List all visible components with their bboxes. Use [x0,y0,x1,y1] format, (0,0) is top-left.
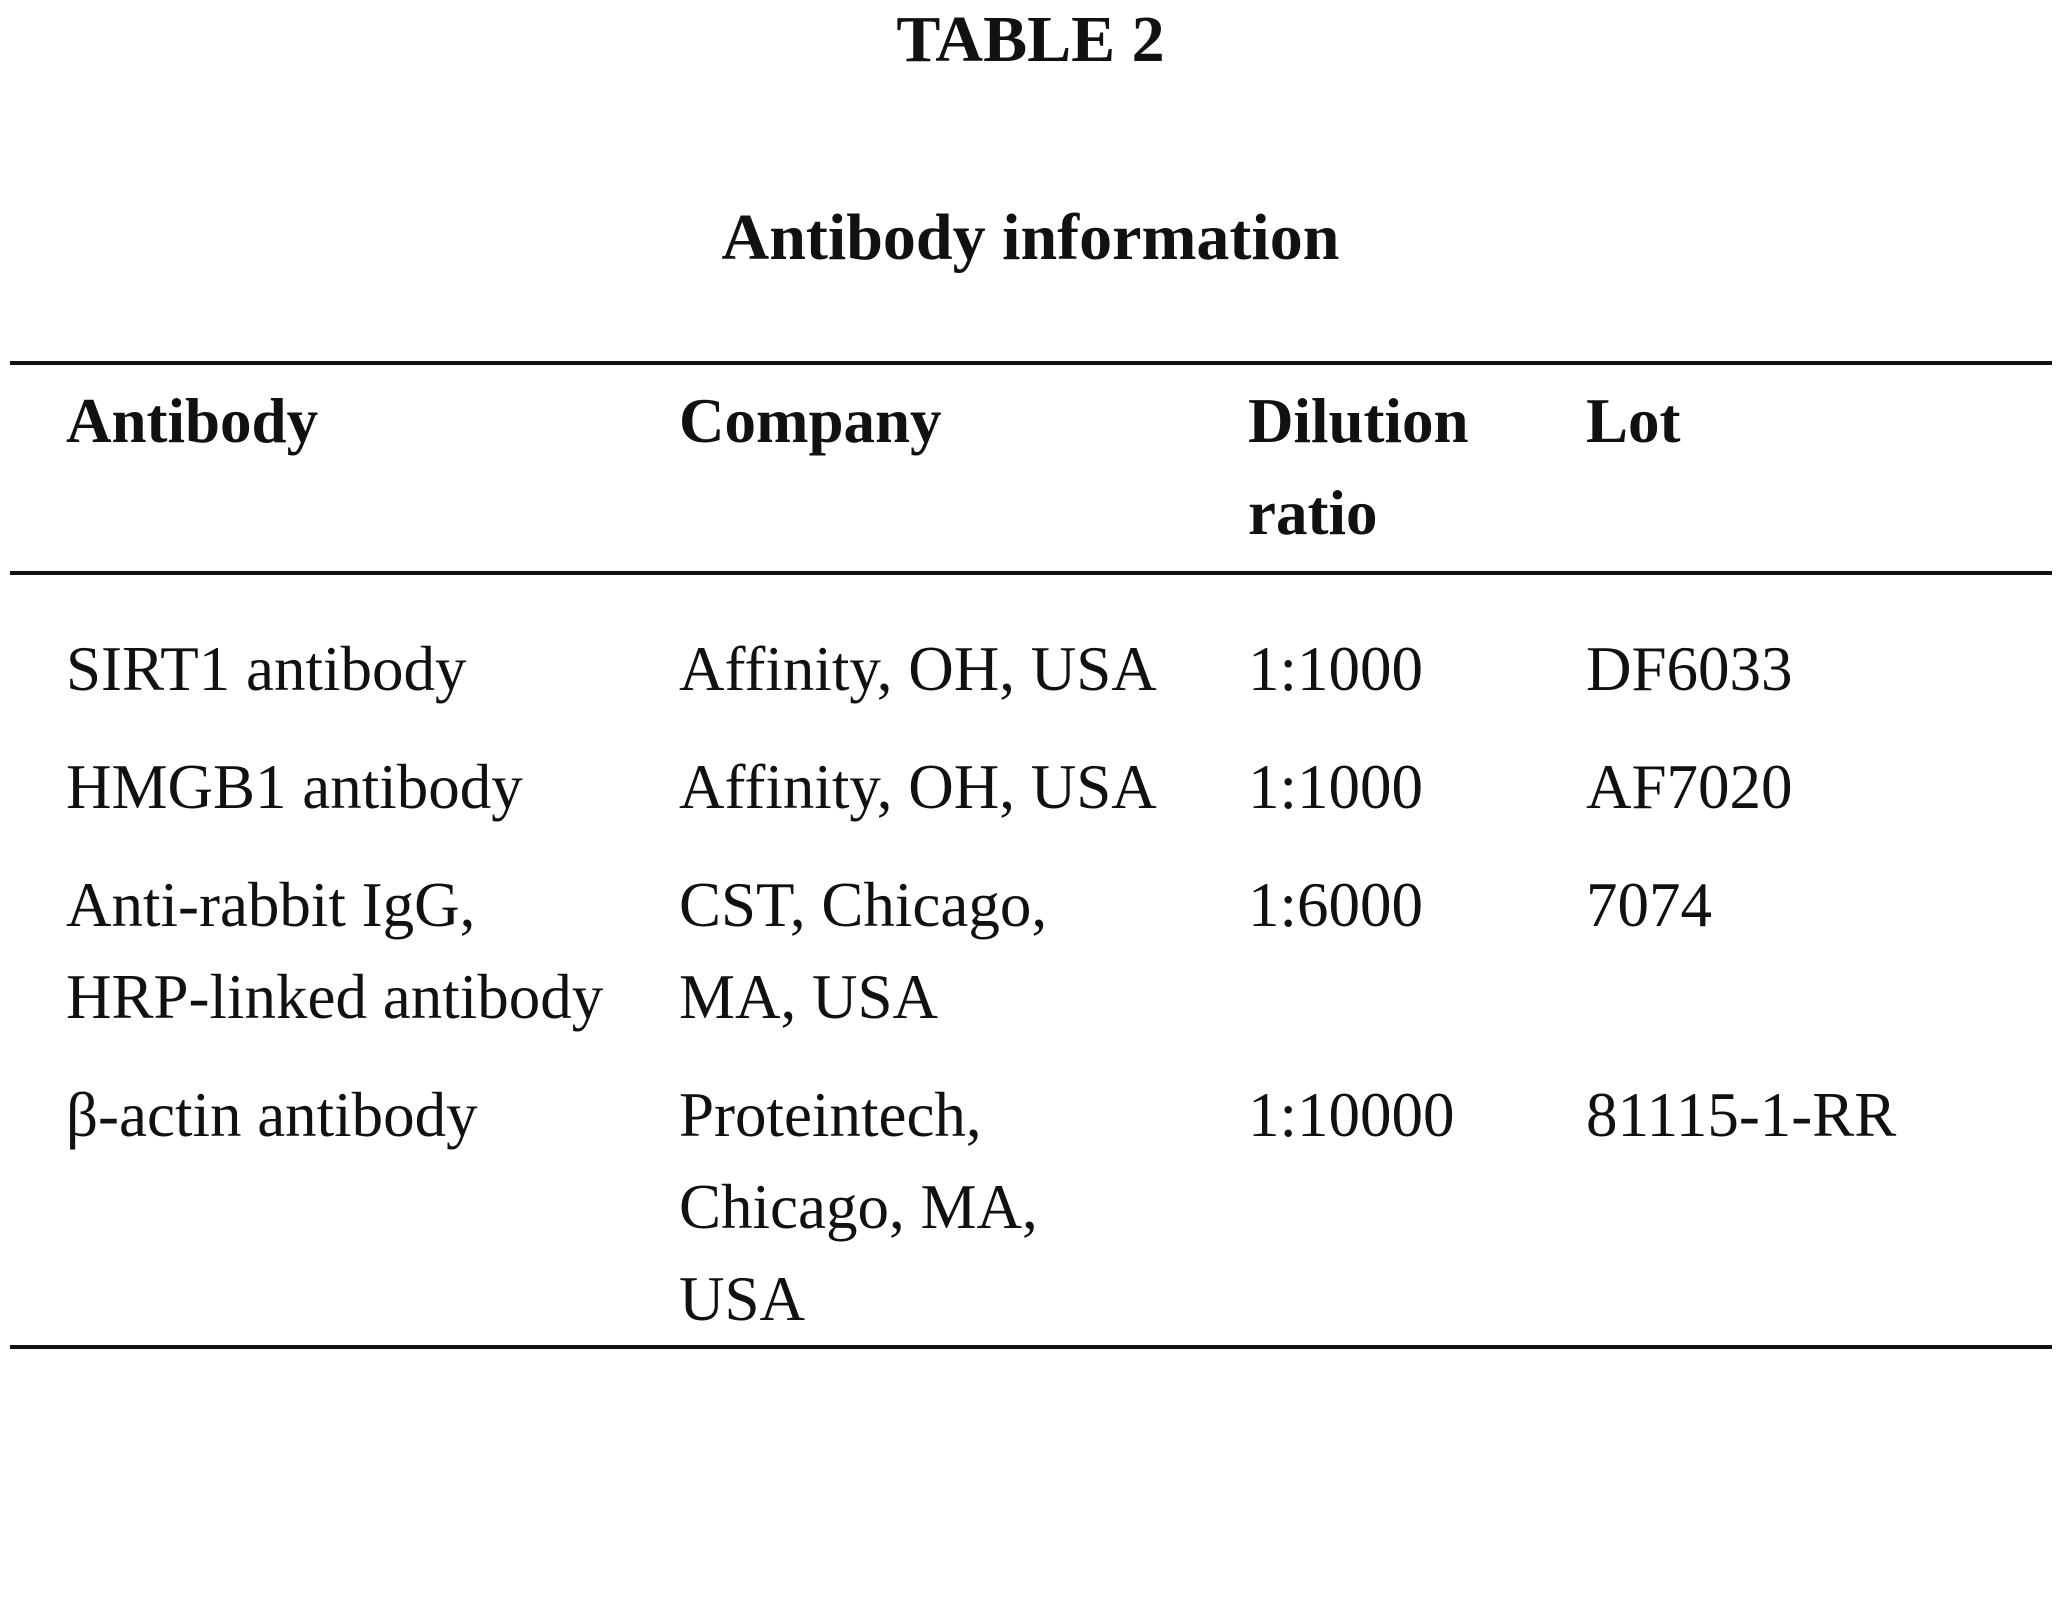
cell-text: 7074 [1586,870,1712,940]
cell-text: Affinity, OH, USA [679,634,1157,704]
table-head: Antibody Company Dilution ratio Lot [10,363,2052,573]
column-header: Lot [1586,363,2052,573]
header-row: Antibody Company Dilution ratio Lot [10,363,2052,573]
table-cell: SIRT1 antibody [10,573,679,715]
table-cell: 1:10000 [1248,1043,1586,1347]
cell-text: 1:1000 [1248,752,1424,822]
table-cell: 1:1000 [1248,715,1586,833]
table-cell: CST, Chicago, MA, USA [679,833,1248,1043]
table-row: β-actin antibody Proteintech, Chicago, MA… [10,1043,2052,1347]
header-text: Lot [1586,386,1681,456]
table-cell: Anti-rabbit IgG, HRP-linked antibody [10,833,679,1043]
table-cell: 7074 [1586,833,2052,1043]
cell-text: SIRT1 antibody [66,634,467,704]
table-cell: AF7020 [1586,715,2052,833]
cell-text: DF6033 [1586,634,1793,704]
table-cell: 81115-1-RR [1586,1043,2052,1347]
cell-text: Proteintech, Chicago, MA, USA [679,1080,1038,1334]
table-label: TABLE 2 [896,3,1165,76]
cell-text: 1:1000 [1248,634,1424,704]
table-cell: 1:1000 [1248,573,1586,715]
column-header: Company [679,363,1248,573]
table-cell: Affinity, OH, USA [679,715,1248,833]
table-cell: β-actin antibody [10,1043,679,1347]
table-cell: Proteintech, Chicago, MA, USA [679,1043,1248,1347]
cell-text: 81115-1-RR [1586,1080,1897,1150]
table-body: SIRT1 antibody Affinity, OH, USA 1:1000 DF6… [10,573,2052,1347]
antibody-table: Antibody Company Dilution ratio Lot SIRT1 a… [10,361,2052,1349]
cell-text: β-actin antibody [66,1080,478,1150]
cell-text: AF7020 [1586,752,1793,822]
table-row: SIRT1 antibody Affinity, OH, USA 1:1000 DF6… [10,573,2052,715]
table-cell: Affinity, OH, USA [679,573,1248,715]
cell-text: 1:10000 [1248,1080,1455,1150]
header-text: Antibody [66,386,319,456]
table-cell: 1:6000 [1248,833,1586,1043]
table-cell: HMGB1 antibody [10,715,679,833]
table-row: Anti-rabbit IgG, HRP-linked antibody CST,… [10,833,2052,1043]
cell-text: CST, Chicago, MA, USA [679,870,1048,1032]
column-header: Dilution ratio [1248,363,1586,573]
table-caption: Antibody information [721,201,1340,274]
table-row: HMGB1 antibody Affinity, OH, USA 1:1000 AF7… [10,715,2052,833]
cell-text: Anti-rabbit IgG, HRP-linked antibody [66,870,604,1032]
header-text: Dilution ratio [1248,386,1469,548]
table-cell: DF6033 [1586,573,2052,715]
cell-text: Affinity, OH, USA [679,752,1157,822]
cell-text: 1:6000 [1248,870,1424,940]
header-text: Company [679,386,942,456]
cell-text: HMGB1 antibody [66,752,523,822]
column-header: Antibody [10,363,679,573]
